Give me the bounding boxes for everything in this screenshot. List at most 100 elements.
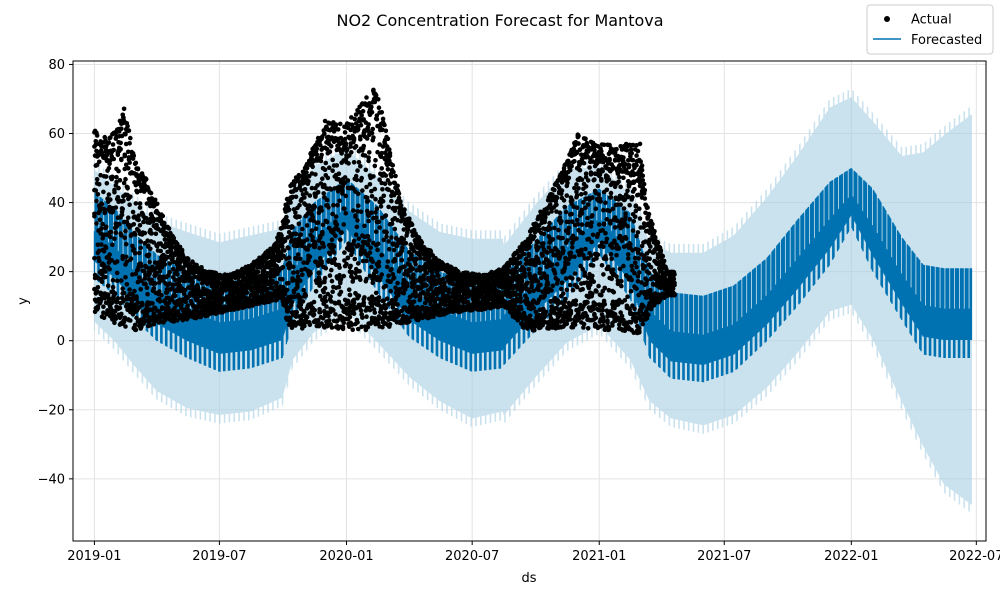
actual-point [388, 279, 393, 285]
actual-point [93, 142, 99, 147]
actual-point [367, 182, 373, 187]
actual-point [570, 219, 575, 224]
actual-point [373, 215, 379, 220]
actual-point [288, 200, 293, 205]
actual-point [379, 150, 385, 156]
actual-point [518, 306, 524, 312]
actual-point [100, 221, 105, 227]
actual-point [147, 271, 152, 276]
actual-point [96, 159, 102, 165]
actual-point [142, 276, 148, 281]
actual-point [101, 189, 106, 195]
actual-point [368, 245, 373, 250]
actual-point [160, 278, 166, 283]
actual-point [322, 118, 328, 124]
actual-point [389, 235, 394, 240]
actual-point [556, 249, 561, 255]
actual-point [105, 310, 110, 316]
actual-point [331, 250, 337, 255]
actual-point [390, 163, 396, 168]
actual-point [564, 321, 570, 327]
actual-point [421, 277, 427, 282]
actual-point [369, 130, 375, 136]
actual-point [135, 279, 141, 285]
actual-point [388, 288, 393, 294]
actual-point [402, 264, 407, 269]
actual-point [358, 122, 364, 128]
actual-point [346, 287, 352, 293]
actual-point [342, 250, 347, 255]
actual-point [359, 324, 364, 330]
actual-point [514, 269, 519, 275]
actual-point [312, 307, 318, 313]
actual-point [366, 218, 371, 224]
actual-point [322, 285, 328, 291]
actual-point [169, 244, 175, 250]
actual-point [456, 303, 461, 308]
actual-point [415, 305, 420, 310]
actual-point [309, 185, 315, 191]
actual-point [535, 239, 541, 245]
actual-point [374, 116, 380, 122]
actual-point [529, 283, 534, 288]
actual-point [324, 197, 330, 203]
actual-point [285, 218, 291, 224]
actual-point [541, 260, 547, 265]
actual-point [128, 194, 133, 199]
actual-point [143, 216, 149, 221]
actual-point [315, 189, 321, 195]
actual-point [572, 158, 577, 164]
actual-point [307, 254, 313, 260]
actual-point [286, 230, 292, 235]
actual-point [370, 280, 376, 286]
actual-point [366, 150, 372, 155]
actual-point [345, 178, 351, 183]
actual-point [326, 205, 331, 210]
actual-point [324, 304, 329, 309]
actual-point [326, 134, 331, 140]
actual-point [295, 274, 301, 280]
actual-point [413, 256, 419, 262]
actual-point [342, 175, 348, 180]
actual-point [322, 182, 327, 188]
actual-point [142, 230, 148, 236]
actual-point [121, 198, 126, 204]
actual-point [391, 169, 396, 175]
actual-point [303, 202, 309, 208]
actual-point [289, 238, 295, 243]
actual-point [151, 240, 157, 245]
actual-point [149, 277, 155, 283]
actual-point [378, 204, 384, 209]
actual-point [136, 213, 141, 218]
actual-point [132, 250, 138, 256]
actual-point [383, 310, 389, 316]
actual-point [157, 299, 163, 304]
actual-point [419, 240, 425, 245]
actual-point [105, 283, 111, 289]
actual-point [301, 260, 306, 265]
actual-point [324, 219, 330, 225]
actual-point [373, 158, 378, 163]
actual-point [574, 182, 579, 187]
actual-point [353, 305, 359, 311]
actual-point [340, 191, 345, 196]
actual-point [351, 208, 356, 213]
actual-point [127, 202, 132, 207]
actual-point [296, 314, 302, 319]
actual-point [146, 266, 152, 271]
actual-point [409, 222, 415, 227]
actual-point [549, 248, 555, 254]
actual-point [270, 278, 275, 284]
actual-point [322, 294, 328, 300]
actual-point [545, 250, 550, 255]
actual-point [381, 298, 387, 304]
actual-point [375, 298, 381, 304]
actual-point [342, 258, 347, 263]
actual-point [309, 228, 315, 233]
actual-point [116, 221, 122, 227]
actual-point [348, 263, 353, 269]
actual-point [541, 241, 546, 246]
actual-point [159, 292, 164, 298]
actual-point [554, 195, 560, 201]
actual-point [145, 238, 150, 243]
